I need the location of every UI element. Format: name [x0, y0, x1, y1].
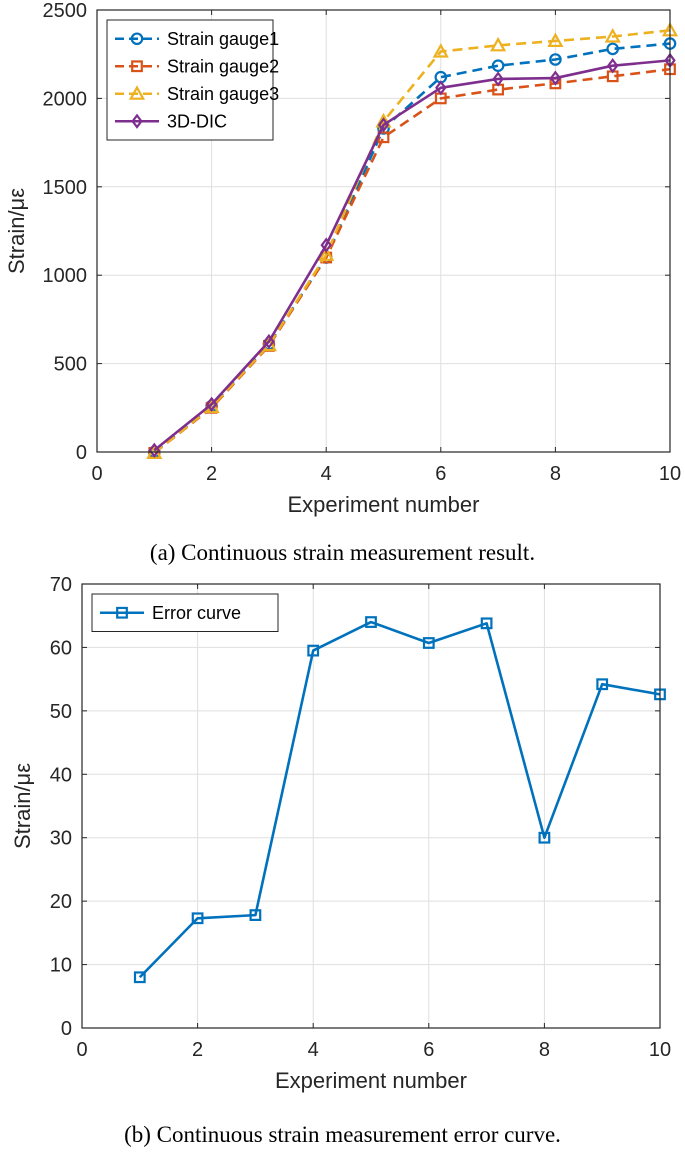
chart-b-y-tick-label: 60 [50, 637, 72, 659]
chart-b-frame [81, 583, 661, 1029]
chart-a-x-ticks: 0 2 4 6 8 10 [91, 10, 681, 485]
chart-b-y-tick-label: 10 [50, 955, 72, 977]
chart-a-data-point [205, 396, 218, 412]
chart-a-legend-item: 3D-DIC [115, 111, 227, 131]
chart-a-data-point [263, 333, 275, 350]
chart-b-x-tick-label: 6 [423, 1039, 434, 1061]
chart-a-y-axis-label: Strain/με [4, 188, 29, 274]
chart-a-x-tick-label: 10 [659, 463, 681, 485]
chart-b-x-ticks: 0 2 4 6 8 10 [76, 584, 671, 1061]
chart-b-x-tick-label: 10 [649, 1039, 671, 1061]
chart-a-legend-marker [131, 113, 143, 129]
chart-b-legend-marker [116, 606, 128, 619]
chart-b-legend-item: Error curve [100, 603, 241, 623]
chart-b-y-tick-label: 30 [50, 828, 72, 850]
chart-a-data-point [318, 246, 335, 261]
chart-b-data-point [249, 909, 262, 921]
chart-a-data-point [491, 59, 505, 72]
chart-a-legend-item: Strain gauge2 [115, 56, 279, 76]
chart-a-data-point [606, 58, 619, 74]
chart-a-data-point [320, 237, 332, 253]
chart-a-data-point [490, 36, 507, 52]
chart-a-legend-marker [131, 60, 143, 73]
chart-b-grid [81, 583, 661, 1029]
chart-a-legend-label: Strain gauge2 [167, 56, 279, 76]
chart-a-x-axis-label: Experiment number [288, 492, 480, 517]
chart-a-legend-label: Strain gauge1 [167, 29, 279, 49]
chart-b-y-tick-label: 20 [50, 891, 72, 913]
chart-a-series-line [153, 29, 671, 454]
chart-a-data-point [148, 442, 161, 458]
chart-a-data-point [549, 70, 562, 86]
chart-a: 0 2 4 6 8 10 0 500 1000 1500 2000 2500 Experiment … [4, 0, 681, 565]
chart-a-y-tick-label: 1500 [43, 177, 88, 199]
chart-a-y-tick-label: 500 [54, 354, 87, 376]
chart-b-x-tick-label: 2 [192, 1039, 203, 1061]
chart-b-legend: Error curve [91, 593, 279, 632]
chart-a-legend-marker [130, 32, 144, 46]
chart-b-data-point [596, 678, 609, 691]
chart-b-y-tick-label: 0 [61, 1018, 72, 1040]
chart-b: 0 2 4 6 8 10 0 10 20 30 40 50 60 70 Experiment numbe… [10, 574, 671, 1147]
chart-a-legend-marker [128, 85, 146, 100]
chart-a-data-point [549, 53, 562, 66]
chart-a-series-3 [148, 52, 676, 458]
chart-a-legend: Strain gauge1 Strain gauge2 Strain gauge3 3… [106, 19, 279, 141]
chart-a-x-tick-label: 8 [550, 463, 561, 485]
chart-a-series [146, 21, 679, 459]
chart-b-y-axis-label: Strain/με [10, 763, 35, 849]
chart-a-x-tick-label: 4 [321, 463, 332, 485]
chart-a-x-tick-label: 2 [206, 463, 217, 485]
chart-b-data-point [538, 831, 551, 844]
chart-a-y-tick-label: 0 [76, 442, 87, 464]
chart-a-data-point [604, 28, 621, 43]
chart-b-x-tick-label: 0 [76, 1039, 87, 1061]
chart-a-y-ticks: 0 500 1000 1500 2000 2500 [43, 0, 670, 464]
chart-a-data-point [606, 42, 619, 56]
chart-a-legend-label: 3D-DIC [167, 111, 227, 131]
chart-a-series-line [153, 59, 671, 452]
chart-b-series-line [138, 620, 661, 979]
chart-b-data-point [422, 637, 435, 649]
chart-a-caption: (a) Continuous strain measurement result… [150, 540, 535, 565]
chart-b-series [133, 616, 666, 984]
chart-a-data-point [492, 71, 504, 87]
chart-b-data-point [191, 912, 204, 925]
chart-b-caption: (b) Continuous strain measurement error … [124, 1122, 561, 1147]
chart-b-y-tick-label: 50 [50, 701, 72, 723]
chart-a-legend-label: Strain gauge3 [167, 84, 279, 104]
chart-a-y-tick-label: 1000 [43, 265, 88, 287]
chart-a-data-point [432, 43, 449, 58]
chart-a-x-tick-label: 6 [435, 463, 446, 485]
chart-a-legend-item: Strain gauge1 [115, 29, 279, 49]
chart-a-data-point [547, 32, 564, 48]
chart-a-data-point [435, 80, 447, 96]
chart-a-legend-item: Strain gauge3 [115, 84, 279, 104]
chart-b-x-tick-label: 4 [308, 1039, 319, 1061]
chart-b-y-tick-label: 70 [50, 574, 72, 596]
chart-b-series-0 [133, 616, 666, 984]
chart-b-legend-label: Error curve [152, 603, 241, 623]
chart-a-data-point [377, 117, 390, 133]
chart-b-y-tick-label: 40 [50, 764, 72, 786]
chart-a-frame [96, 9, 671, 453]
chart-b-data-point [365, 616, 377, 628]
chart-a-x-tick-label: 0 [91, 463, 102, 485]
chart-a-y-tick-label: 2000 [43, 88, 88, 110]
chart-b-x-tick-label: 8 [539, 1039, 550, 1061]
chart-b-data-point [307, 644, 320, 657]
chart-b-data-point [480, 617, 493, 630]
chart-a-y-tick-label: 2500 [43, 0, 88, 22]
chart-b-x-axis-label: Experiment number [275, 1068, 467, 1093]
chart-b-data-point [133, 971, 146, 984]
chart-b-y-ticks: 0 10 20 30 40 50 60 70 [50, 574, 660, 1040]
